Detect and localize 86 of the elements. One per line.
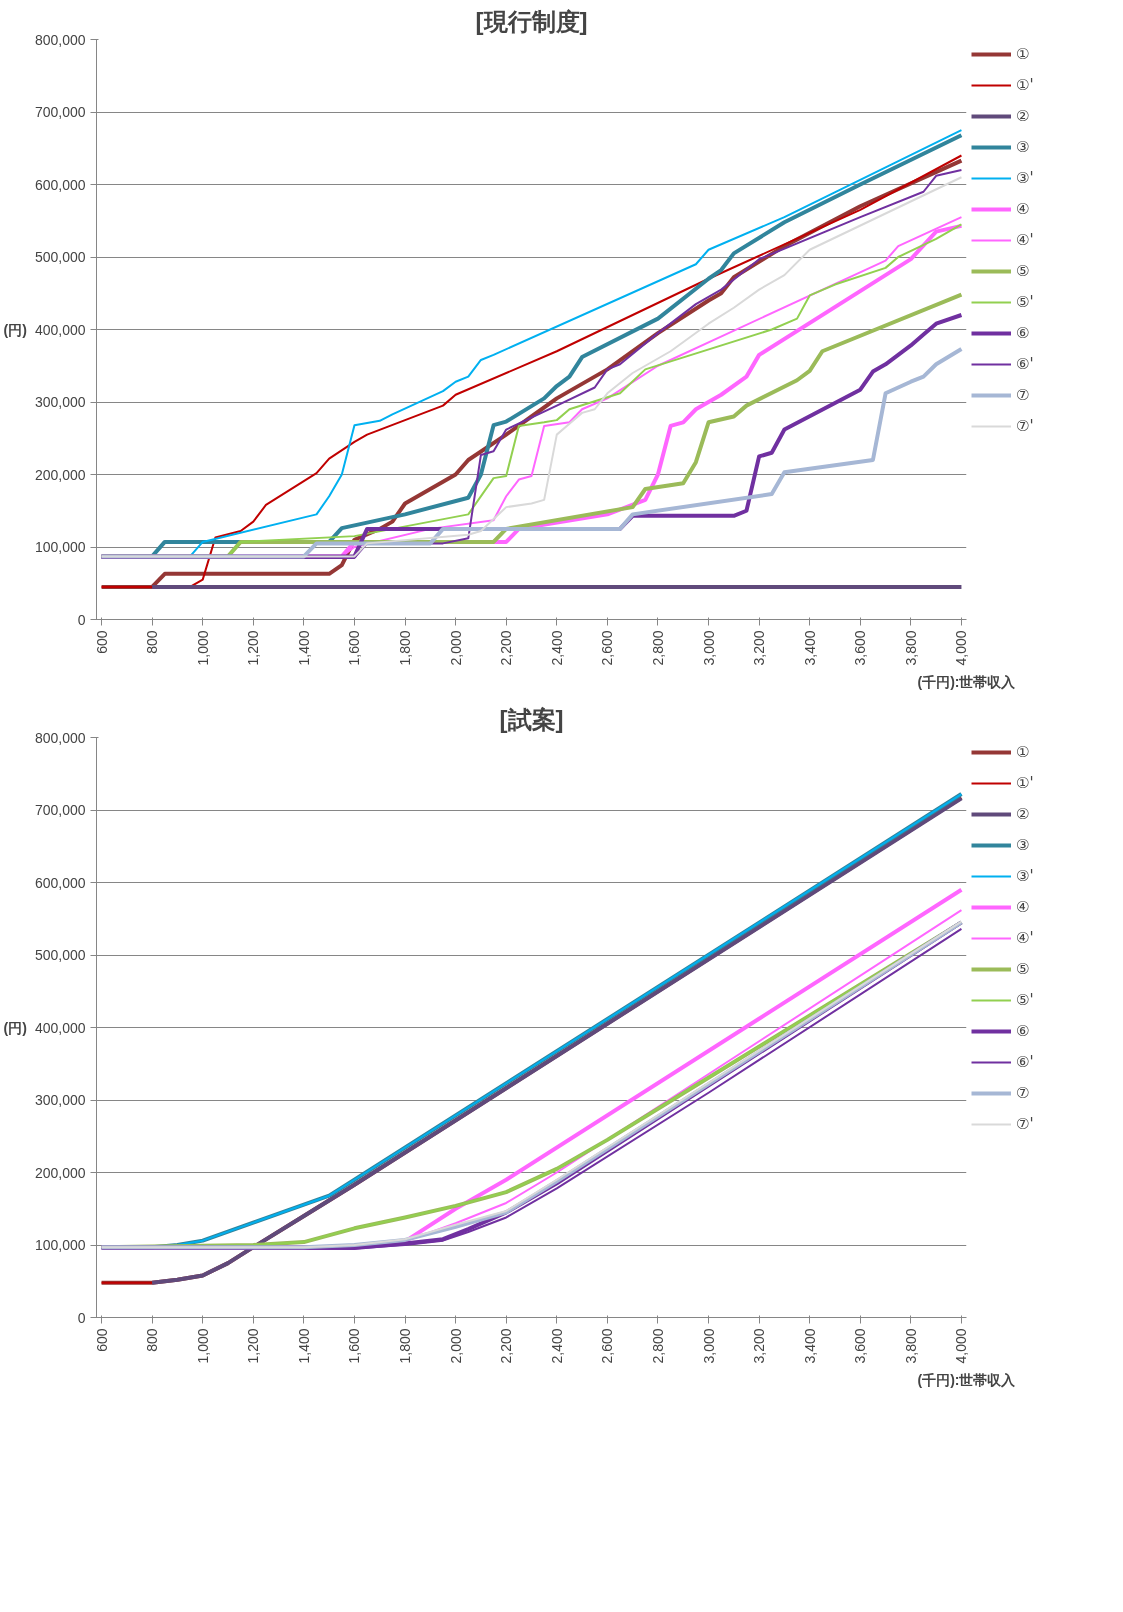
y-tick-label: 600,000: [34, 176, 86, 193]
y-tick-label: 0: [77, 611, 86, 628]
legend-label: ③: [1016, 138, 1031, 156]
x-tick-label: 600: [93, 630, 110, 654]
legend-label: ⑤: [1016, 960, 1031, 978]
x-tick-label: 1,600: [346, 1328, 363, 1364]
legend-label: ⑤': [1016, 293, 1035, 311]
x-axis-title: (千円):世帯収入: [917, 673, 1017, 690]
y-axis-title: (円): [3, 1019, 27, 1036]
x-tick-label: 4,000: [953, 1328, 970, 1364]
x-tick-label: 3,600: [852, 1328, 869, 1364]
x-tick-label: 1,800: [397, 1328, 414, 1364]
legend-label: ④': [1016, 929, 1035, 947]
y-tick-label: 800,000: [34, 729, 86, 746]
y-tick-label: 700,000: [34, 104, 86, 120]
legend-label: ①': [1016, 774, 1035, 792]
x-tick-label: 2,800: [649, 630, 666, 666]
y-tick-label: 700,000: [34, 802, 86, 818]
y-tick-label: 400,000: [34, 1019, 86, 1036]
legend-label: ①: [1016, 45, 1031, 63]
x-tick-label: 1,400: [295, 1328, 312, 1364]
x-tick-label: 3,400: [801, 1328, 818, 1364]
y-tick-label: 500,000: [34, 947, 86, 963]
legend-label: ⑥': [1016, 1053, 1035, 1071]
chart-title: [現行制度]: [475, 7, 588, 35]
x-tick-label: 3,000: [700, 630, 717, 666]
x-tick-label: 3,400: [801, 630, 818, 666]
legend-label: ②: [1016, 107, 1031, 125]
y-tick-label: 100,000: [34, 539, 86, 555]
chart-title: [試案]: [499, 705, 564, 733]
x-tick-label: 2,200: [498, 1328, 515, 1364]
x-tick-label: 800: [144, 630, 161, 654]
legend-label: ⑥': [1016, 355, 1035, 373]
y-tick-label: 300,000: [34, 394, 86, 410]
y-tick-label: 800,000: [34, 31, 86, 48]
x-tick-label: 1,000: [194, 1328, 211, 1364]
legend-label: ⑤: [1016, 262, 1031, 280]
x-tick-label: 1,600: [346, 630, 363, 666]
legend-label: ⑦: [1016, 386, 1031, 404]
y-tick-label: 600,000: [34, 874, 86, 891]
y-axis-title: (円): [3, 321, 27, 338]
x-tick-label: 2,600: [599, 630, 616, 666]
legend-label: ⑥: [1016, 1022, 1031, 1040]
legend-label: ④: [1016, 200, 1031, 218]
x-axis-title: (千円):世帯収入: [917, 1371, 1017, 1388]
y-tick-label: 200,000: [34, 1164, 86, 1181]
y-tick-label: 500,000: [34, 249, 86, 265]
legend-label: ④': [1016, 231, 1035, 249]
x-tick-label: 1,000: [194, 630, 211, 666]
legend-label: ①': [1016, 76, 1035, 94]
legend-label: ③': [1016, 169, 1035, 187]
x-tick-label: 1,200: [245, 630, 262, 666]
x-tick-label: 2,000: [447, 630, 464, 666]
x-tick-label: 3,200: [751, 1328, 768, 1364]
x-tick-label: 1,800: [397, 630, 414, 666]
legend-label: ⑦: [1016, 1084, 1031, 1102]
x-tick-label: 2,400: [548, 1328, 565, 1364]
x-tick-label: 1,400: [295, 630, 312, 666]
legend-label: ④: [1016, 898, 1031, 916]
x-tick-label: 3,200: [751, 630, 768, 666]
y-tick-label: 100,000: [34, 1237, 86, 1253]
legend-label: ⑦': [1016, 1115, 1035, 1133]
x-tick-label: 2,600: [599, 1328, 616, 1364]
x-tick-label: 600: [93, 1328, 110, 1352]
legend-label: ③: [1016, 836, 1031, 854]
y-tick-label: 0: [77, 1309, 86, 1326]
x-tick-label: 3,800: [902, 630, 919, 666]
y-tick-label: 400,000: [34, 321, 86, 338]
legend-label: ③': [1016, 867, 1035, 885]
x-tick-label: 2,200: [498, 630, 515, 666]
y-tick-label: 300,000: [34, 1092, 86, 1108]
x-tick-label: 1,200: [245, 1328, 262, 1364]
legend-label: ②: [1016, 805, 1031, 823]
x-tick-label: 3,000: [700, 1328, 717, 1364]
x-tick-label: 2,000: [447, 1328, 464, 1364]
legend-label: ①: [1016, 743, 1031, 761]
x-tick-label: 3,800: [902, 1328, 919, 1364]
legend-label: ⑥: [1016, 324, 1031, 342]
legend-label: ⑦': [1016, 417, 1035, 435]
x-tick-label: 2,800: [649, 1328, 666, 1364]
legend-label: ⑤': [1016, 991, 1035, 1009]
x-tick-label: 4,000: [953, 630, 970, 666]
x-tick-label: 3,600: [852, 630, 869, 666]
y-tick-label: 200,000: [34, 466, 86, 483]
x-tick-label: 800: [144, 1328, 161, 1352]
x-tick-label: 2,400: [548, 630, 565, 666]
